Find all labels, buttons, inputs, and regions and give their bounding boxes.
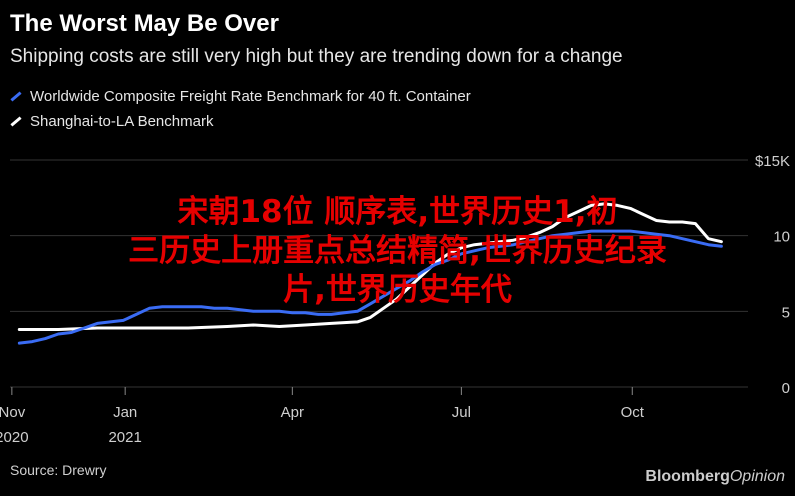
- series-line-shanghai: [17, 202, 723, 331]
- x-tick-label-3: Jul: [452, 404, 471, 421]
- source-note: Source: Drewry: [10, 462, 107, 478]
- legend-label-composite: Worldwide Composite Freight Rate Benchma…: [30, 88, 471, 105]
- y-tick-label-3: 0: [782, 380, 790, 397]
- y-tick-label-1: 10: [773, 229, 790, 246]
- series-line-composite: [17, 229, 723, 345]
- x-tick-sublabel-0: 2020: [0, 429, 29, 446]
- legend-item-composite: Worldwide Composite Freight Rate Benchma…: [10, 88, 471, 105]
- y-tick-label-2: 5: [782, 304, 790, 321]
- x-tick-label-0: Nov: [0, 404, 26, 421]
- brand-main: Bloomberg: [645, 468, 730, 485]
- overlay-text-line-3: 片,世界历史年代: [283, 272, 512, 308]
- y-tick-label-0: $15K: [755, 153, 790, 170]
- x-tick-label-4: Oct: [621, 404, 645, 421]
- x-tick-label-2: Apr: [281, 404, 304, 421]
- legend-item-shanghai: Shanghai-to-LA Benchmark: [10, 113, 213, 130]
- overlay-text-line-2: 三历史上册重点总结精简,世界历史纪录: [128, 233, 667, 269]
- bloomberg-opinion-logo: BloombergOpinion: [645, 468, 785, 486]
- chart-title: The Worst May Be Over: [10, 10, 279, 37]
- brand-opinion: Opinion: [729, 468, 785, 485]
- x-tick-label-1: Jan: [113, 404, 137, 421]
- chart-subtitle: Shipping costs are still very high but t…: [10, 46, 623, 67]
- overlay-text-line-1: 宋朝18位 顺序表,世界历史1,初: [177, 194, 618, 230]
- legend-label-shanghai: Shanghai-to-LA Benchmark: [30, 113, 214, 130]
- x-tick-sublabel-1: 2021: [108, 429, 141, 446]
